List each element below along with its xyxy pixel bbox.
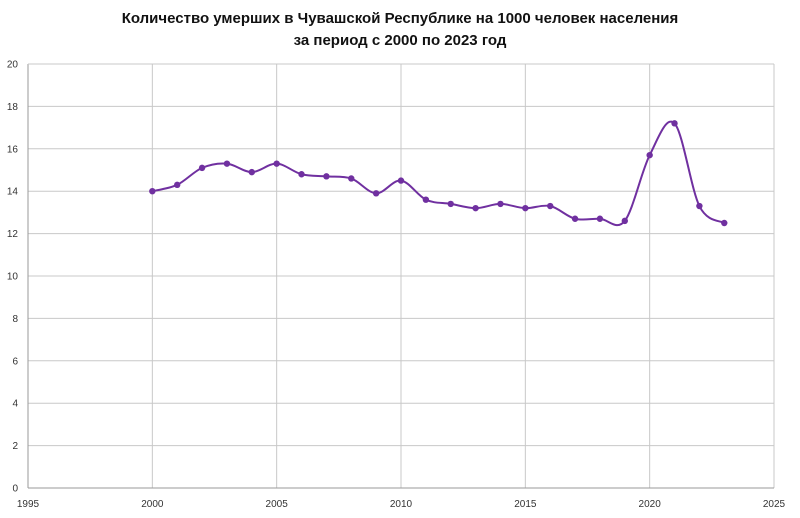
y-tick-label: 0 [12,484,18,495]
data-point [497,200,504,208]
data-point [646,151,653,159]
data-point [696,202,703,210]
data-point [621,217,628,225]
chart-title-line-2: за период с 2000 по 2023 год [293,32,507,49]
y-tick-label: 10 [7,272,19,283]
chart-title: Количество умерших в Чувашской Республик… [0,8,800,52]
x-tick-label: 2005 [266,499,289,510]
y-tick-label: 14 [7,187,19,198]
y-tick-label: 4 [12,399,18,410]
y-tick-label: 18 [7,102,19,113]
data-point [149,188,156,195]
x-tick-label: 2025 [763,499,786,510]
y-tick-label: 6 [12,356,18,367]
data-point [198,164,206,172]
data-point [223,160,231,167]
data-point [348,175,355,182]
data-point [174,181,181,189]
x-tick-label: 2000 [141,499,164,510]
data-point [372,190,380,197]
data-point [298,171,305,178]
data-point [671,120,678,127]
y-tick-label: 8 [12,314,18,325]
data-point [547,202,554,210]
x-tick-label: 2015 [514,499,537,510]
y-tick-label: 16 [7,144,19,155]
series-line [152,120,725,227]
data-point [721,219,728,227]
y-tick-label: 12 [7,229,19,240]
data-point [422,196,430,203]
x-tick-label: 2020 [639,499,662,510]
data-point [522,204,529,212]
chart-title-line-1: Количество умерших в Чувашской Республик… [121,10,679,27]
y-tick-label: 20 [7,60,19,71]
x-tick-label: 2010 [390,499,413,510]
data-point [397,177,405,184]
data-point [447,200,454,208]
data-point [596,215,604,222]
data-point [323,173,330,180]
data-point [571,215,579,222]
x-tick-label: 1995 [17,499,40,510]
y-tick-label: 2 [12,441,18,452]
data-point [472,204,479,212]
data-point [273,160,280,167]
data-point [248,168,255,176]
